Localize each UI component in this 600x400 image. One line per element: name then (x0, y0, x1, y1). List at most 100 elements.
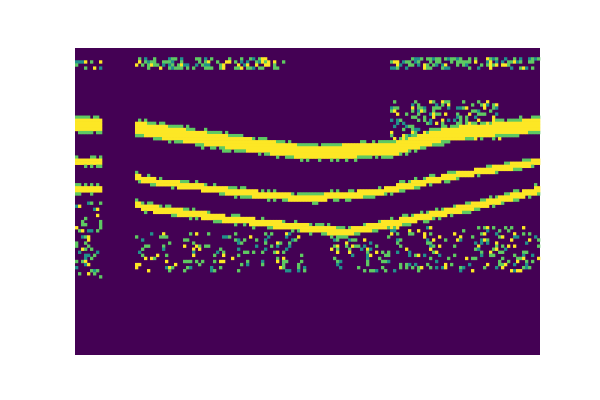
heatmap-cell (99, 121, 103, 126)
heatmap-cell (282, 60, 286, 64)
heatmap-cell (228, 60, 232, 64)
heatmap-cell (195, 213, 199, 218)
heatmap-cell (237, 241, 241, 245)
heatmap-cell (513, 262, 517, 267)
heatmap-cell (162, 244, 166, 248)
heatmap-cell (171, 265, 175, 270)
heatmap-cell (474, 115, 478, 119)
heatmap-cell (495, 265, 499, 270)
heatmap-cell (351, 146, 355, 150)
heatmap-cell (210, 130, 214, 135)
heatmap-cell (138, 133, 142, 138)
heatmap-cell (441, 66, 445, 70)
heatmap-cell (477, 133, 481, 138)
heatmap-cell (150, 183, 154, 187)
heatmap-cell (90, 118, 94, 122)
heatmap-cell (516, 118, 520, 122)
heatmap-cell (156, 130, 160, 135)
heatmap-cell (78, 183, 82, 187)
heatmap-cell (192, 130, 196, 135)
heatmap-cell (366, 149, 370, 153)
heatmap-cell (87, 189, 91, 193)
heatmap-cell (375, 226, 379, 230)
heatmap-cell (84, 161, 88, 165)
heatmap-cell (198, 183, 202, 187)
heatmap-cell (213, 259, 217, 264)
heatmap-cell (87, 253, 91, 258)
heatmap-cell (438, 127, 442, 132)
heatmap-cell (453, 57, 457, 61)
heatmap-cell (90, 256, 94, 261)
heatmap-cell (285, 152, 289, 156)
heatmap-cell (222, 216, 226, 221)
heatmap-cell (354, 232, 358, 236)
heatmap-cell (261, 57, 265, 61)
heatmap-cell (312, 201, 316, 205)
heatmap-cell (456, 173, 460, 178)
heatmap-cell (489, 198, 493, 202)
heatmap-cell (513, 232, 517, 236)
heatmap-cell (162, 130, 166, 135)
heatmap-cell (447, 66, 451, 70)
heatmap-cell (162, 127, 166, 132)
heatmap-cell (144, 180, 148, 184)
heatmap-cell (372, 222, 376, 227)
heatmap-cell (438, 180, 442, 184)
heatmap-cell (243, 219, 247, 224)
heatmap-cell (237, 133, 241, 138)
heatmap-cell (144, 130, 148, 135)
heatmap-cell (318, 192, 322, 196)
heatmap-cell (348, 247, 352, 251)
heatmap-cell (501, 256, 505, 261)
heatmap-cell (348, 149, 352, 153)
heatmap-cell (279, 195, 283, 199)
heatmap-cell (186, 207, 190, 212)
heatmap-cell (171, 180, 175, 184)
heatmap-cell (204, 137, 208, 141)
heatmap-cell (228, 57, 232, 61)
heatmap-cell (348, 238, 352, 242)
heatmap-cell (474, 201, 478, 205)
heatmap-cell (81, 127, 85, 132)
heatmap-cell (417, 112, 421, 116)
heatmap-cell (393, 152, 397, 156)
heatmap-cell (84, 118, 88, 122)
heatmap-cell (336, 149, 340, 153)
heatmap-cell (342, 226, 346, 230)
heatmap-cell (432, 112, 436, 116)
heatmap-cell (96, 183, 100, 187)
heatmap-cell (465, 133, 469, 138)
heatmap-cell (384, 189, 388, 193)
heatmap-cell (333, 149, 337, 153)
heatmap-cell (498, 167, 502, 172)
heatmap-cell (483, 238, 487, 242)
heatmap-cell (135, 198, 139, 202)
heatmap-cell (81, 247, 85, 251)
heatmap-cell (426, 130, 430, 135)
heatmap-cell (408, 232, 412, 236)
heatmap-cell (525, 130, 529, 135)
heatmap-cell (534, 115, 538, 119)
heatmap-cell (510, 66, 514, 70)
heatmap-cell (147, 63, 151, 67)
heatmap-cell (75, 189, 79, 193)
heatmap-cell (411, 216, 415, 221)
heatmap-cell (231, 256, 235, 261)
heatmap-cell (453, 253, 457, 258)
heatmap-cell (225, 216, 229, 221)
heatmap-cell (150, 60, 154, 64)
heatmap-cell (429, 256, 433, 261)
heatmap-cell (297, 155, 301, 159)
heatmap-cell (264, 57, 268, 61)
heatmap-cell (423, 130, 427, 135)
heatmap-cell (333, 155, 337, 159)
heatmap-cell (156, 133, 160, 138)
heatmap-cell (522, 250, 526, 254)
heatmap-cell (318, 149, 322, 153)
heatmap-cell (504, 124, 508, 129)
heatmap-cell (522, 124, 526, 129)
heatmap-cell (78, 192, 82, 196)
heatmap-cell (465, 106, 469, 110)
heatmap-cell (195, 186, 199, 190)
heatmap-cell (402, 219, 406, 224)
